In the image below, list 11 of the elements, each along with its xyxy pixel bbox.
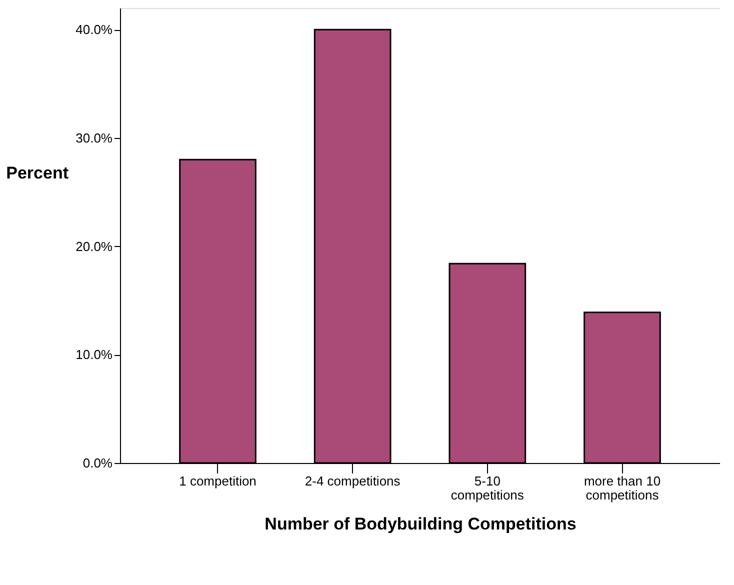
x-tick-label: more than 10 competitions — [584, 474, 661, 502]
y-tick-label: 40.0% — [76, 22, 113, 38]
x-axis-title: Number of Bodybuilding Competitions — [264, 514, 576, 534]
y-tick-label: 10.0% — [76, 347, 113, 362]
x-tick-label: 2-4 competitions — [304, 474, 401, 488]
x-tick-label: 1 competition — [179, 474, 256, 488]
y-tick-label: 20.0% — [76, 238, 113, 254]
y-tick-label: 30.0% — [76, 130, 113, 146]
y-axis-title: Percent — [6, 164, 69, 182]
y-tick-label: 0.0% — [82, 456, 113, 470]
x-tick-label: 5-10 competitions — [450, 474, 524, 502]
